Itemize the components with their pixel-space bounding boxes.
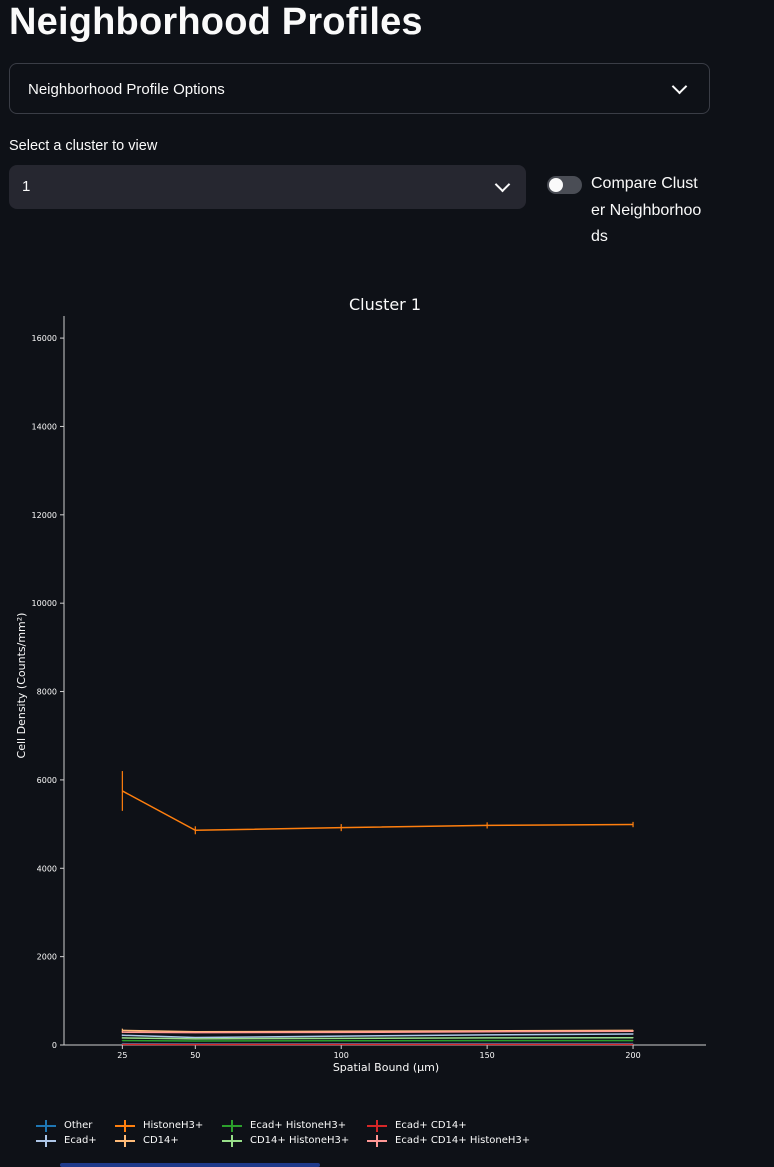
y-axis-label: Cell Density (Counts/mm²) bbox=[15, 613, 28, 759]
series-cd14- bbox=[121, 1028, 634, 1033]
cluster-select-value: 1 bbox=[22, 178, 31, 195]
legend-marker bbox=[222, 1135, 242, 1147]
legend-label: HistoneH3+ bbox=[143, 1120, 204, 1131]
legend-label: Ecad+ CD14+ HistoneH3+ bbox=[395, 1135, 531, 1146]
legend-marker bbox=[367, 1135, 387, 1147]
neighborhood-profile-options-expander[interactable]: Neighborhood Profile Options bbox=[9, 63, 710, 114]
x-tick-label: 200 bbox=[625, 1051, 640, 1060]
legend-marker bbox=[115, 1120, 135, 1132]
legend-label: Other bbox=[64, 1120, 93, 1131]
legend-marker bbox=[115, 1135, 135, 1147]
y-tick-label: 12000 bbox=[32, 511, 57, 520]
y-tick-label: 10000 bbox=[32, 599, 57, 608]
page-title: Neighborhood Profiles bbox=[9, 1, 423, 43]
expander-label: Neighborhood Profile Options bbox=[28, 81, 225, 98]
x-tick-label: 25 bbox=[117, 1051, 127, 1060]
x-tick-label: 100 bbox=[334, 1051, 349, 1060]
compare-cluster-toggle[interactable] bbox=[547, 176, 582, 194]
y-tick-label: 8000 bbox=[37, 688, 57, 697]
scroll-indicator bbox=[60, 1163, 320, 1167]
legend-marker bbox=[367, 1120, 387, 1132]
legend-label: Ecad+ CD14+ bbox=[395, 1120, 467, 1131]
toggle-knob bbox=[549, 178, 563, 192]
y-tick-label: 4000 bbox=[37, 864, 57, 873]
legend-marker bbox=[36, 1135, 56, 1147]
legend-label: CD14+ HistoneH3+ bbox=[250, 1135, 350, 1146]
legend-marker bbox=[36, 1120, 56, 1132]
chart-title: Cluster 1 bbox=[349, 295, 421, 314]
x-axis-label: Spatial Bound (µm) bbox=[333, 1061, 439, 1074]
series-histoneh3- bbox=[121, 771, 634, 835]
legend-marker bbox=[222, 1120, 242, 1132]
legend-label: Ecad+ bbox=[64, 1135, 97, 1146]
series-ecad-cd14-histoneh3- bbox=[121, 1030, 634, 1034]
series-line bbox=[122, 790, 634, 832]
series-ecad-histoneh3- bbox=[121, 1039, 634, 1042]
series-cd14-histoneh3- bbox=[121, 1036, 634, 1040]
y-tick-label: 16000 bbox=[32, 334, 57, 343]
y-tick-label: 2000 bbox=[37, 953, 57, 962]
legend-label: Ecad+ HistoneH3+ bbox=[250, 1120, 347, 1131]
series-line bbox=[122, 1033, 634, 1039]
compare-toggle-label: Compare Cluster Neighborhoods bbox=[591, 175, 702, 245]
chevron-down-icon bbox=[671, 78, 688, 95]
x-tick-label: 150 bbox=[479, 1051, 494, 1060]
legend-label: CD14+ bbox=[143, 1135, 179, 1146]
series-ecad- bbox=[121, 1033, 634, 1039]
cluster-density-chart: Cluster 1 0 2000 4000 6000 8000 10000 12000 1400… bbox=[15, 295, 706, 1074]
chevron-down-icon bbox=[494, 176, 511, 193]
x-tick-label: 50 bbox=[190, 1051, 200, 1060]
chart-series bbox=[121, 771, 634, 1046]
cluster-select[interactable]: 1 bbox=[9, 165, 526, 209]
y-tick-label: 6000 bbox=[37, 776, 57, 785]
y-tick-label: 0 bbox=[52, 1041, 57, 1050]
y-tick-label: 14000 bbox=[32, 422, 57, 431]
chart-axes: Cluster 1 0 2000 4000 6000 8000 10000 12000 1400… bbox=[15, 295, 706, 1074]
cluster-select-label: Select a cluster to view bbox=[9, 138, 158, 154]
